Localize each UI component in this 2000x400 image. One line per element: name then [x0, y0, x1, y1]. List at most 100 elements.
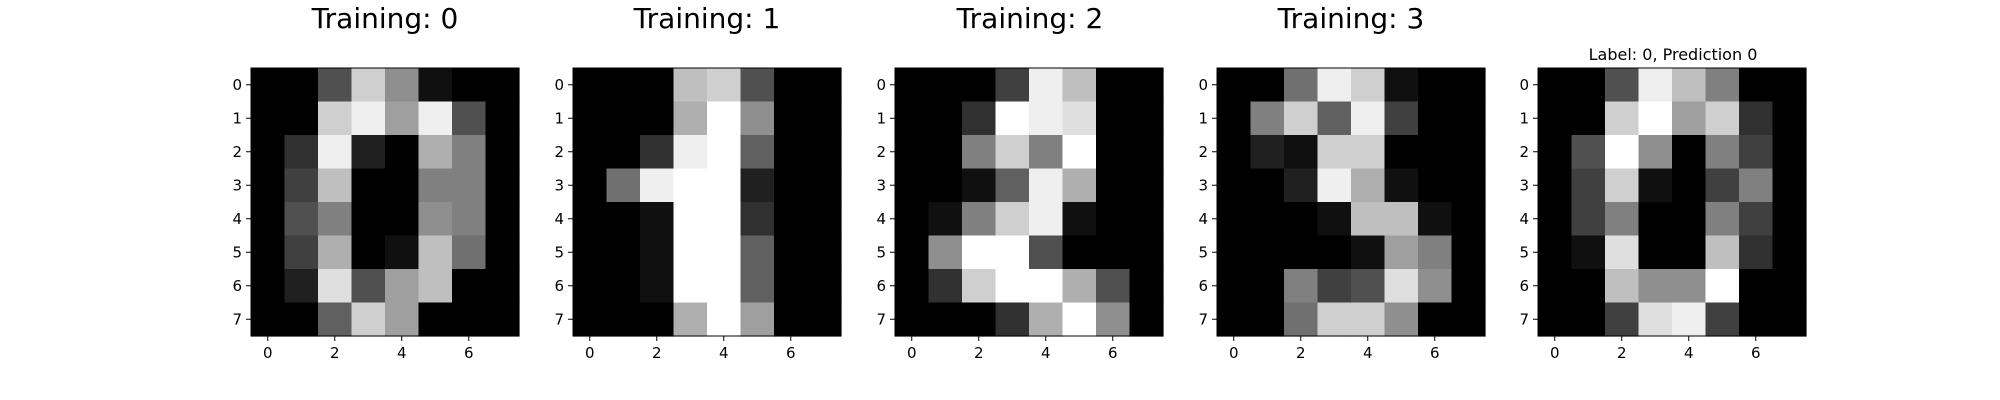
heatmap-cell: [928, 269, 963, 304]
heatmap-cell: [1538, 202, 1573, 237]
heatmap-cell: [1029, 235, 1064, 270]
heatmap-cell: [962, 135, 997, 170]
heatmap-cell: [895, 168, 930, 203]
heatmap-cell: [995, 302, 1030, 337]
heatmap-cell: [1571, 235, 1606, 270]
heatmap-cell: [573, 302, 608, 337]
heatmap-cell: [1418, 101, 1453, 136]
heatmap-cell: [740, 302, 775, 337]
heatmap-cell: [351, 101, 386, 136]
heatmap-cell: [1451, 202, 1486, 237]
heatmap-cell: [928, 68, 963, 103]
heatmap-cell: [1217, 235, 1252, 270]
heatmap-cell: [1538, 68, 1573, 103]
heatmap-cell: [1317, 168, 1352, 203]
heatmap-cell: [1129, 269, 1164, 304]
axes-frame: [572, 67, 842, 337]
heatmap-cell: [573, 202, 608, 237]
heatmap-cell: [385, 135, 420, 170]
heatmap-cell: [1250, 235, 1285, 270]
y-tick-label: 7: [876, 310, 886, 328]
heatmap-cell: [1538, 101, 1573, 136]
heatmap-cell: [1096, 202, 1131, 237]
axes-frame: [1537, 67, 1807, 337]
heatmap-cell: [1451, 302, 1486, 337]
y-tick-label: 3: [232, 176, 242, 194]
y-tick-label: 3: [1519, 176, 1529, 194]
heatmap-cell: [573, 168, 608, 203]
heatmap-cell: [707, 302, 742, 337]
heatmap-cell: [774, 68, 809, 103]
heatmap-cell: [1638, 135, 1673, 170]
heatmap-cell: [1571, 68, 1606, 103]
heatmap-cell: [251, 68, 286, 103]
heatmap-cell: [1029, 101, 1064, 136]
heatmap-cell: [485, 202, 520, 237]
heatmap-cell: [807, 135, 842, 170]
heatmap-cell: [351, 269, 386, 304]
heatmap-cell: [251, 135, 286, 170]
heatmap-cell: [1351, 235, 1386, 270]
heatmap-cell: [606, 235, 641, 270]
heatmap-cell: [1638, 168, 1673, 203]
heatmap-cell: [707, 202, 742, 237]
heatmap-cell: [962, 168, 997, 203]
heatmap-cell: [1638, 202, 1673, 237]
heatmap-cell: [606, 202, 641, 237]
heatmap-cell: [452, 68, 487, 103]
heatmap-cell: [1418, 202, 1453, 237]
y-tick-label: 3: [1198, 176, 1208, 194]
panel-title: Label: 0, Prediction 0: [1589, 45, 1758, 64]
axes-frame: [894, 67, 1164, 337]
x-tick-label: 2: [1296, 344, 1306, 362]
heatmap-cell: [1605, 135, 1640, 170]
heatmap-cell: [707, 68, 742, 103]
heatmap-cell: [928, 302, 963, 337]
heatmap-cell: [1384, 302, 1419, 337]
panel-title: Training: 3: [1277, 2, 1425, 35]
heatmap-cell: [485, 68, 520, 103]
heatmap-cell: [385, 68, 420, 103]
heatmap-cell: [573, 235, 608, 270]
heatmap-cell: [452, 101, 487, 136]
heatmap-cell: [1672, 101, 1707, 136]
heatmap-cell: [1129, 168, 1164, 203]
y-tick-label: 7: [1519, 310, 1529, 328]
heatmap-cell: [284, 135, 319, 170]
heatmap-cell: [1317, 269, 1352, 304]
heatmap-cell: [928, 101, 963, 136]
heatmap-cell: [1217, 168, 1252, 203]
heatmap-cell: [284, 68, 319, 103]
heatmap-cell: [895, 269, 930, 304]
heatmap-cell: [673, 235, 708, 270]
heatmap-cell: [1029, 202, 1064, 237]
heatmap-cell: [1571, 269, 1606, 304]
heatmap-cell: [1739, 202, 1774, 237]
heatmap-cell: [774, 168, 809, 203]
heatmap-cell: [485, 302, 520, 337]
heatmap-cell: [1062, 269, 1097, 304]
heatmap-cell: [418, 168, 453, 203]
y-tick-label: 6: [1519, 277, 1529, 295]
heatmap-cell: [351, 68, 386, 103]
heatmap-cell: [774, 101, 809, 136]
heatmap-cell: [1451, 68, 1486, 103]
x-tick-label: 6: [1108, 344, 1118, 362]
heatmap-cell: [1571, 168, 1606, 203]
heatmap-cell: [1284, 168, 1319, 203]
heatmap-cell: [995, 135, 1030, 170]
heatmap-cell: [1672, 269, 1707, 304]
heatmap-cell: [1605, 202, 1640, 237]
heatmap-cell: [1705, 68, 1740, 103]
x-tick-label: 0: [1229, 344, 1239, 362]
heatmap-cell: [1705, 269, 1740, 304]
heatmap-cell: [1384, 202, 1419, 237]
heatmap-cell: [452, 202, 487, 237]
heatmap-cell: [740, 269, 775, 304]
heatmap-cell: [1284, 269, 1319, 304]
y-tick-label: 0: [232, 76, 242, 94]
heatmap-cell: [1062, 302, 1097, 337]
heatmap-cell: [807, 168, 842, 203]
heatmap-cell: [1384, 135, 1419, 170]
